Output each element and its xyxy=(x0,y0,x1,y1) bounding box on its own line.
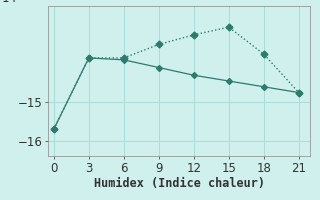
Text: -14: -14 xyxy=(0,0,17,4)
X-axis label: Humidex (Indice chaleur): Humidex (Indice chaleur) xyxy=(94,177,265,190)
